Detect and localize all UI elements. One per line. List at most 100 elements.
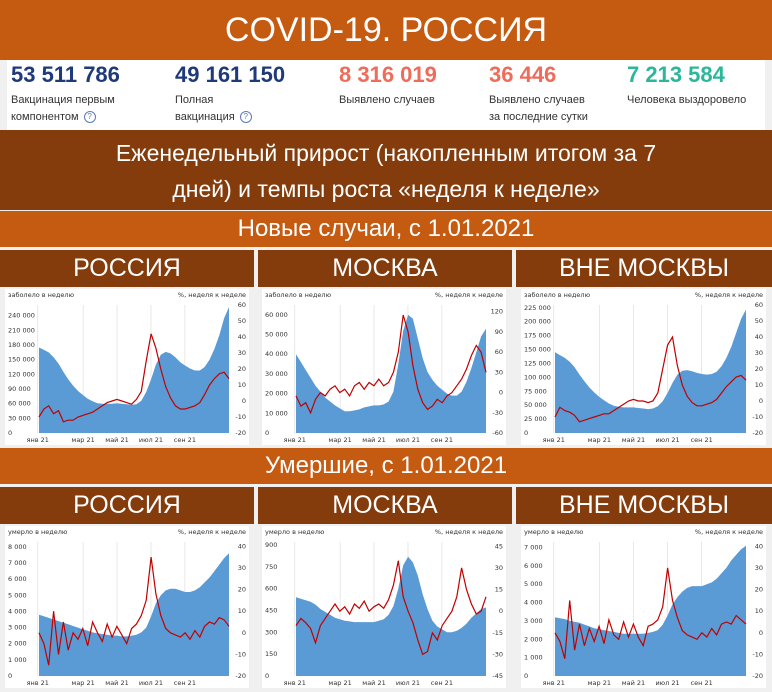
chart-svg: умерло в неделю %, неделя к неделе янв 21 м… [265,528,503,687]
y-right-tick-label: -20 [235,672,246,680]
y-right-tick-label: -30 [492,650,503,658]
left-axis-title: заболело в неделю [524,291,591,299]
y-left-tick-label: 0 [265,429,269,437]
y-left-tick-label: 225 000 [524,304,551,312]
y-right-tick-label: 10 [238,607,246,615]
y-left-tick-label: 150 000 [524,346,551,354]
y-right-tick-label: 90 [495,328,503,336]
y-left-tick-label: 6 000 [524,562,543,570]
y-left-tick-label: 8 000 [8,543,27,551]
stat-cases-day: 36 446 Выявлено случаев за последние сут… [489,62,588,126]
y-left-tick-label: 60 000 [8,400,31,408]
x-tick-label: июл 21 [396,436,420,444]
y-left-tick-label: 50 000 [265,331,288,339]
stat-label-line: Вакцинация первым [11,94,115,106]
y-left-tick-label: 40 000 [265,350,288,358]
panel-title: МОСКВА [258,250,512,287]
stat-label-line: Выявлено случаев [489,94,585,106]
area-series [296,314,486,433]
y-left-tick-label: 300 [265,628,277,636]
y-right-tick-label: 60 [495,348,503,356]
y-right-tick-label: 60 [755,301,763,309]
y-left-tick-label: 150 [265,650,277,658]
y-left-tick-label: 2 000 [8,640,27,648]
chart-svg: заболело в неделю %, неделя к неделе янв 2… [524,291,763,444]
stat-label: Выявлено случаев [339,92,437,109]
y-right-tick-label: -10 [752,413,763,421]
x-tick-label: янв 21 [543,679,565,687]
line-series [38,557,230,666]
stat-value: 36 446 [489,62,557,87]
y-right-tick-label: 20 [238,586,246,594]
chart-svg: умерло в неделю %, неделя к неделе янв 21 м… [8,528,246,687]
section-title-deaths: Умершие, с 1.01.2021 [0,448,772,484]
right-axis-title: %, неделя к неделе [435,291,503,299]
x-tick-label: сен 21 [174,436,196,444]
x-tick-label: янв 21 [284,679,306,687]
y-left-tick-label: 7 000 [524,544,543,552]
stat-vaccination-first: 53 511 786 Вакцинация первым компонентом… [11,62,120,126]
stat-label: Человека выздоровело [627,92,746,109]
x-tick-label: сен 21 [691,679,713,687]
x-tick-label: мар 21 [588,436,611,444]
y-right-tick-label: 60 [238,301,246,309]
y-left-tick-label: 3 000 [524,617,543,625]
panel-title: ВНЕ МОСКВЫ [516,487,772,524]
panel-title: МОСКВА [258,487,512,524]
right-axis-title: %, неделя к неделе [178,291,246,299]
y-right-tick-label: 30 [238,349,246,357]
area-series [39,307,229,433]
y-right-tick-label: 30 [238,564,246,572]
y-left-tick-label: 0 [8,429,12,437]
chart-svg: заболело в неделю %, неделя к неделе янв 2… [265,291,503,444]
y-right-tick-label: 40 [755,333,763,341]
x-tick-label: июл 21 [139,679,163,687]
left-axis-title: заболело в неделю [265,291,332,299]
x-tick-label: сен 21 [431,436,453,444]
stat-value: 7 213 584 [627,62,725,87]
y-right-tick-label: 10 [755,607,763,615]
y-left-tick-label: 600 [265,585,277,593]
help-icon[interactable]: ? [83,111,96,124]
y-left-tick-label: 120 000 [8,370,35,378]
y-right-tick-label: 20 [238,365,246,373]
x-tick-label: июл 21 [655,679,679,687]
y-left-tick-label: 0 [265,672,269,680]
y-left-tick-label: 1 000 [524,654,543,662]
x-tick-label: янв 21 [543,436,565,444]
y-left-tick-label: 125 000 [524,359,551,367]
panel-title: РОССИЯ [0,250,254,287]
help-icon[interactable]: ? [239,111,252,124]
y-right-tick-label: 50 [755,317,763,325]
line-series [295,560,487,656]
stat-label: Полная вакцинация ? [175,92,285,126]
x-tick-label: июл 21 [139,436,163,444]
y-left-tick-label: 7 000 [8,559,27,567]
y-left-tick-label: 175 000 [524,332,551,340]
x-tick-label: май 21 [105,679,128,687]
y-right-tick-label: 30 [495,564,503,572]
chart-cases-russia: заболело в неделю %, неделя к неделе янв 2… [5,289,249,445]
x-tick-label: май 21 [622,679,645,687]
left-axis-title: умерло в неделю [8,528,68,536]
y-right-tick-label: 30 [755,564,763,572]
y-left-tick-label: 25 000 [524,415,547,423]
left-axis-title: умерло в неделю [265,528,325,536]
chart-deaths-russia: умерло в неделю %, неделя к неделе янв 21 м… [5,526,249,688]
y-right-tick-label: 40 [755,542,763,550]
left-axis-title: заболело в неделю [8,291,75,299]
x-tick-label: май 21 [362,436,385,444]
y-right-tick-label: 0 [499,389,503,397]
y-left-tick-label: 1 000 [8,656,27,664]
x-tick-label: янв 21 [27,436,49,444]
y-left-tick-label: 90 000 [8,385,31,393]
chart-deaths-moscow: умерло в неделю %, неделя к неделе янв 21 м… [262,526,506,688]
y-right-tick-label: -10 [235,650,246,658]
y-left-tick-label: 10 000 [265,409,288,417]
y-right-tick-label: 120 [491,308,503,316]
area-series [555,545,746,676]
y-left-tick-label: 100 000 [524,373,551,381]
y-right-tick-label: 10 [238,381,246,389]
y-right-tick-label: -20 [752,429,763,437]
line-series [554,567,747,659]
